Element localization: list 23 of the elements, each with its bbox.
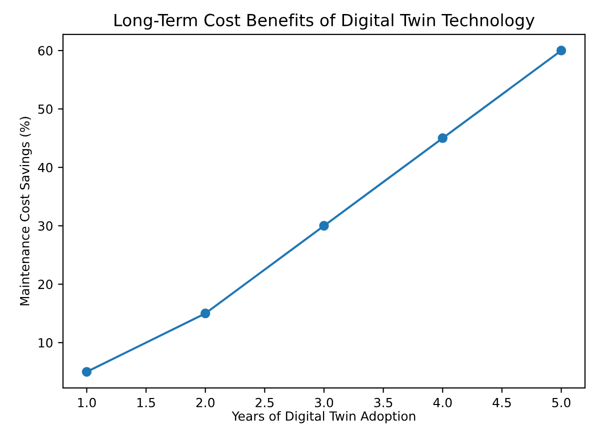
x-tick-label: 1.5 <box>137 398 155 408</box>
y-tick-label: 50 <box>38 104 52 114</box>
point <box>200 308 210 318</box>
x-tick-label: 3.5 <box>374 398 392 408</box>
y-tick-label: 60 <box>38 46 52 56</box>
y-tick-label: 10 <box>38 338 52 348</box>
x-tick-label: 5.0 <box>552 398 570 408</box>
x-axis-title: Years of Digital Twin Adoption <box>232 411 416 424</box>
x-tick-label: 4.0 <box>433 398 452 408</box>
y-tick-label: 30 <box>38 221 52 231</box>
x-tick-label: 4.5 <box>492 398 511 408</box>
point <box>319 220 329 231</box>
x-tick-label: 2.0 <box>196 398 214 408</box>
y-tick-label: 20 <box>38 280 52 290</box>
x-tick-label: 1.0 <box>78 398 96 408</box>
point <box>556 46 566 56</box>
point <box>82 366 92 377</box>
y-axis-title: Maintenance Cost Savings (%) <box>20 116 32 306</box>
chart-title: Long-Term Cost Benefits of Digital Twin Technology <box>114 13 535 30</box>
y-tick-label: 40 <box>38 162 52 172</box>
point <box>438 133 448 144</box>
x-tick-label: 2.5 <box>256 398 274 408</box>
x-tick-label: 3.0 <box>315 398 334 408</box>
